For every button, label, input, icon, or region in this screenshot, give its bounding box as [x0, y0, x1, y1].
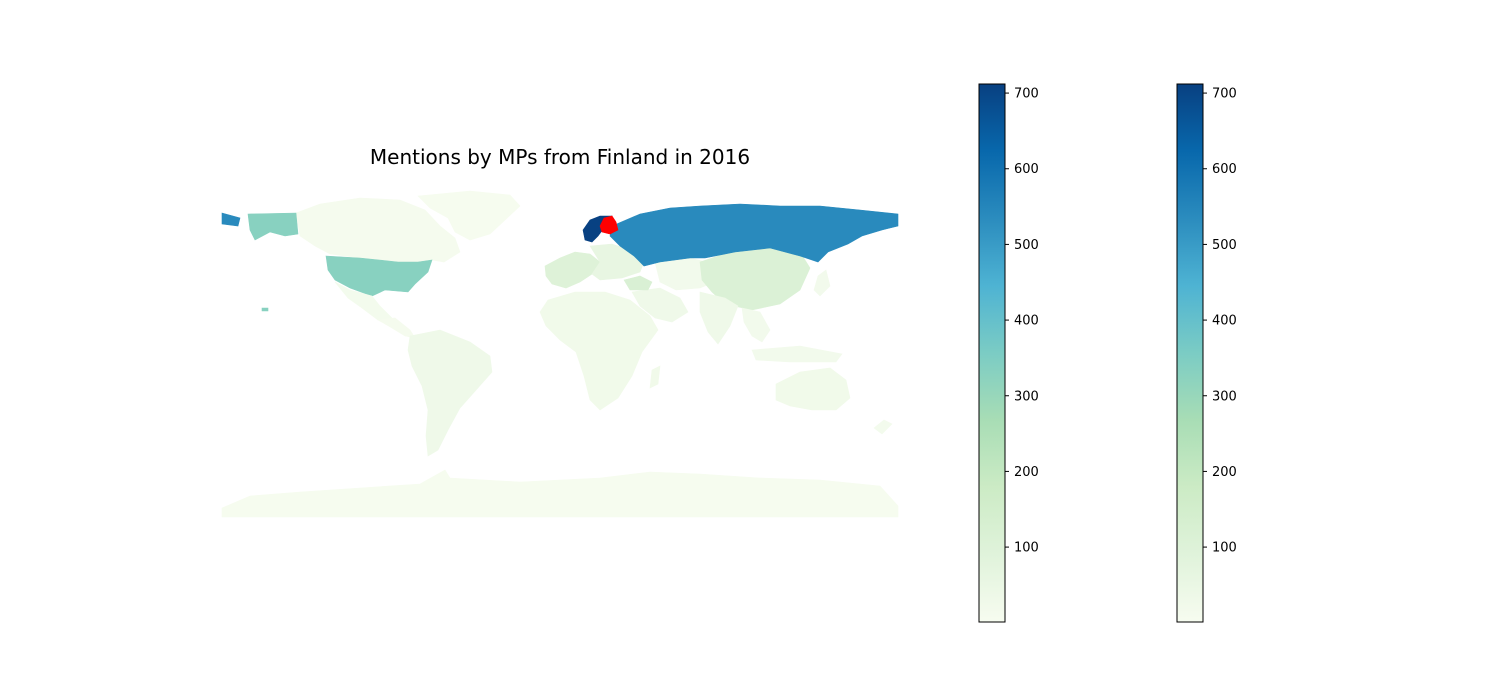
colorbar-2-ticks: 100 200 300 400 500 600 700 [1203, 87, 1237, 556]
region-greenland [417, 190, 521, 241]
region-usa [325, 255, 433, 297]
colorbar-tick-label: 600 [1014, 162, 1039, 177]
colorbar-tick-label: 500 [1014, 238, 1039, 253]
colorbar-tick-label: 100 [1212, 541, 1237, 556]
world-map [221, 190, 899, 518]
colorbar-tick-label: 400 [1014, 314, 1039, 329]
colorbar-tick-label: 700 [1014, 87, 1039, 102]
colorbar-tick-label: 400 [1212, 314, 1237, 329]
colorbar-tick-label: 600 [1212, 162, 1237, 177]
colorbar-1: 100 200 300 400 500 600 700 [978, 83, 1039, 623]
colorbar-tick-label: 200 [1212, 465, 1237, 480]
region-canada [295, 197, 461, 263]
colorbar-tick-label: 100 [1014, 541, 1039, 556]
region-australia [775, 367, 851, 411]
region-indonesia [751, 345, 843, 363]
region-mexico [334, 281, 393, 321]
region-antarctica [221, 469, 899, 518]
colorbar-tick-label: 200 [1014, 465, 1039, 480]
region-russia-east-wrap [221, 212, 241, 227]
colorbar-1-ticks: 100 200 300 400 500 600 700 [1005, 87, 1039, 556]
region-hawaii [261, 307, 269, 312]
region-central-america [377, 317, 416, 339]
region-alaska [247, 212, 299, 241]
region-africa [539, 291, 659, 411]
region-western-europe [544, 251, 601, 289]
region-finland [599, 215, 619, 235]
colorbar-tick-label: 300 [1212, 389, 1237, 404]
region-southeast-asia [741, 307, 771, 343]
region-turkey [623, 275, 653, 291]
colorbar-2-gradient [1176, 83, 1204, 623]
region-middle-east [631, 287, 689, 323]
colorbar-tick-label: 500 [1212, 238, 1237, 253]
colorbar-tick-label: 300 [1014, 389, 1039, 404]
colorbar-2: 100 200 300 400 500 600 700 [1176, 83, 1237, 623]
colorbar-1-gradient [978, 83, 1006, 623]
region-madagascar [649, 365, 661, 389]
map-title: Mentions by MPs from Finland in 2016 [370, 145, 750, 169]
region-india [699, 291, 739, 345]
region-south-america [407, 329, 493, 457]
region-new-zealand [873, 419, 893, 435]
region-japan [813, 269, 831, 297]
region-russia [609, 203, 899, 267]
colorbar-tick-label: 700 [1212, 87, 1237, 102]
